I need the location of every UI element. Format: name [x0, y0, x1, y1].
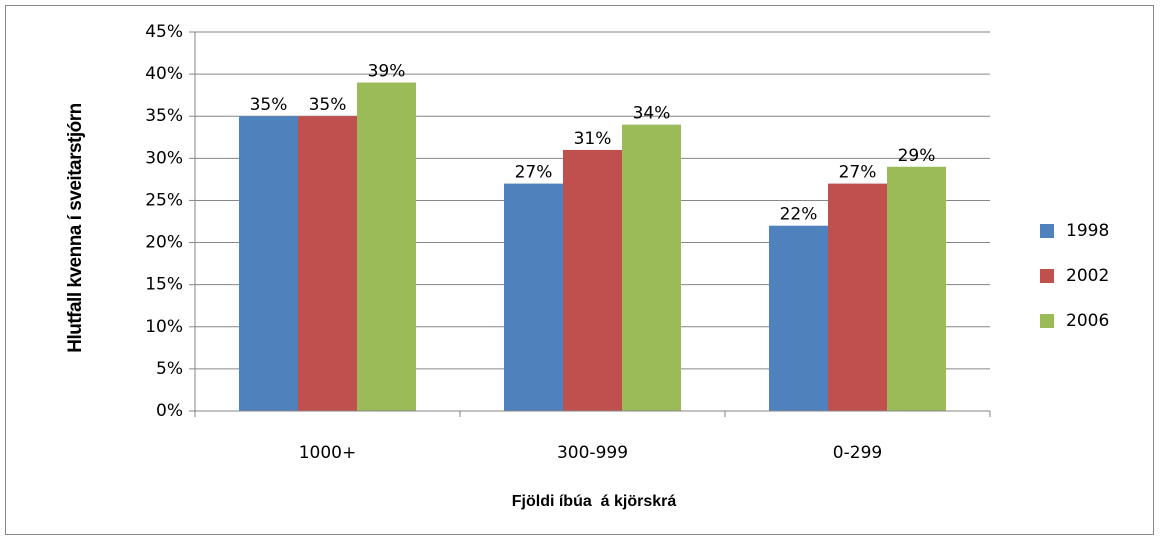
- bar: [504, 183, 563, 411]
- bar: [828, 183, 887, 411]
- bar: [887, 166, 946, 411]
- y-tick-label: 10%: [145, 317, 183, 337]
- x-tick-label: 1000+: [299, 443, 357, 463]
- bar: [239, 116, 298, 411]
- y-tick-label: 45%: [145, 22, 183, 42]
- bar: [563, 149, 622, 411]
- y-tick-label: 20%: [145, 233, 183, 253]
- bar: [357, 82, 416, 412]
- data-label: 27%: [839, 163, 877, 183]
- legend-label: 2002: [1066, 266, 1109, 286]
- y-tick-label: 0%: [156, 401, 183, 421]
- y-tick-label: 15%: [145, 275, 183, 295]
- y-tick-label: 35%: [145, 106, 183, 126]
- x-tick-label: 300-999: [557, 443, 628, 463]
- y-tick-label: 25%: [145, 190, 183, 210]
- x-axis-title: Fjöldi íbúa á kjörskrá: [512, 493, 677, 510]
- y-tick-label: 30%: [145, 148, 183, 168]
- legend-swatch: [1040, 224, 1054, 238]
- y-axis-title: Hlutfall kvenna í sveitarstjórn: [65, 103, 86, 353]
- data-label: 34%: [633, 104, 671, 124]
- data-label: 27%: [515, 163, 553, 183]
- data-label: 35%: [250, 95, 288, 115]
- data-label: 29%: [898, 146, 936, 166]
- y-tick-label: 5%: [156, 359, 183, 379]
- x-tick-label: 0-299: [833, 443, 882, 463]
- data-label: 31%: [574, 129, 612, 149]
- bar: [622, 124, 681, 412]
- bar: [769, 225, 828, 411]
- bar: [298, 116, 357, 411]
- data-label: 35%: [309, 95, 347, 115]
- legend-label: 1998: [1066, 221, 1109, 241]
- legend-swatch: [1040, 269, 1054, 283]
- data-label: 39%: [368, 62, 406, 82]
- y-tick-label: 40%: [145, 64, 183, 84]
- legend-swatch: [1040, 314, 1054, 328]
- data-label: 22%: [780, 205, 818, 225]
- legend-label: 2006: [1066, 311, 1109, 331]
